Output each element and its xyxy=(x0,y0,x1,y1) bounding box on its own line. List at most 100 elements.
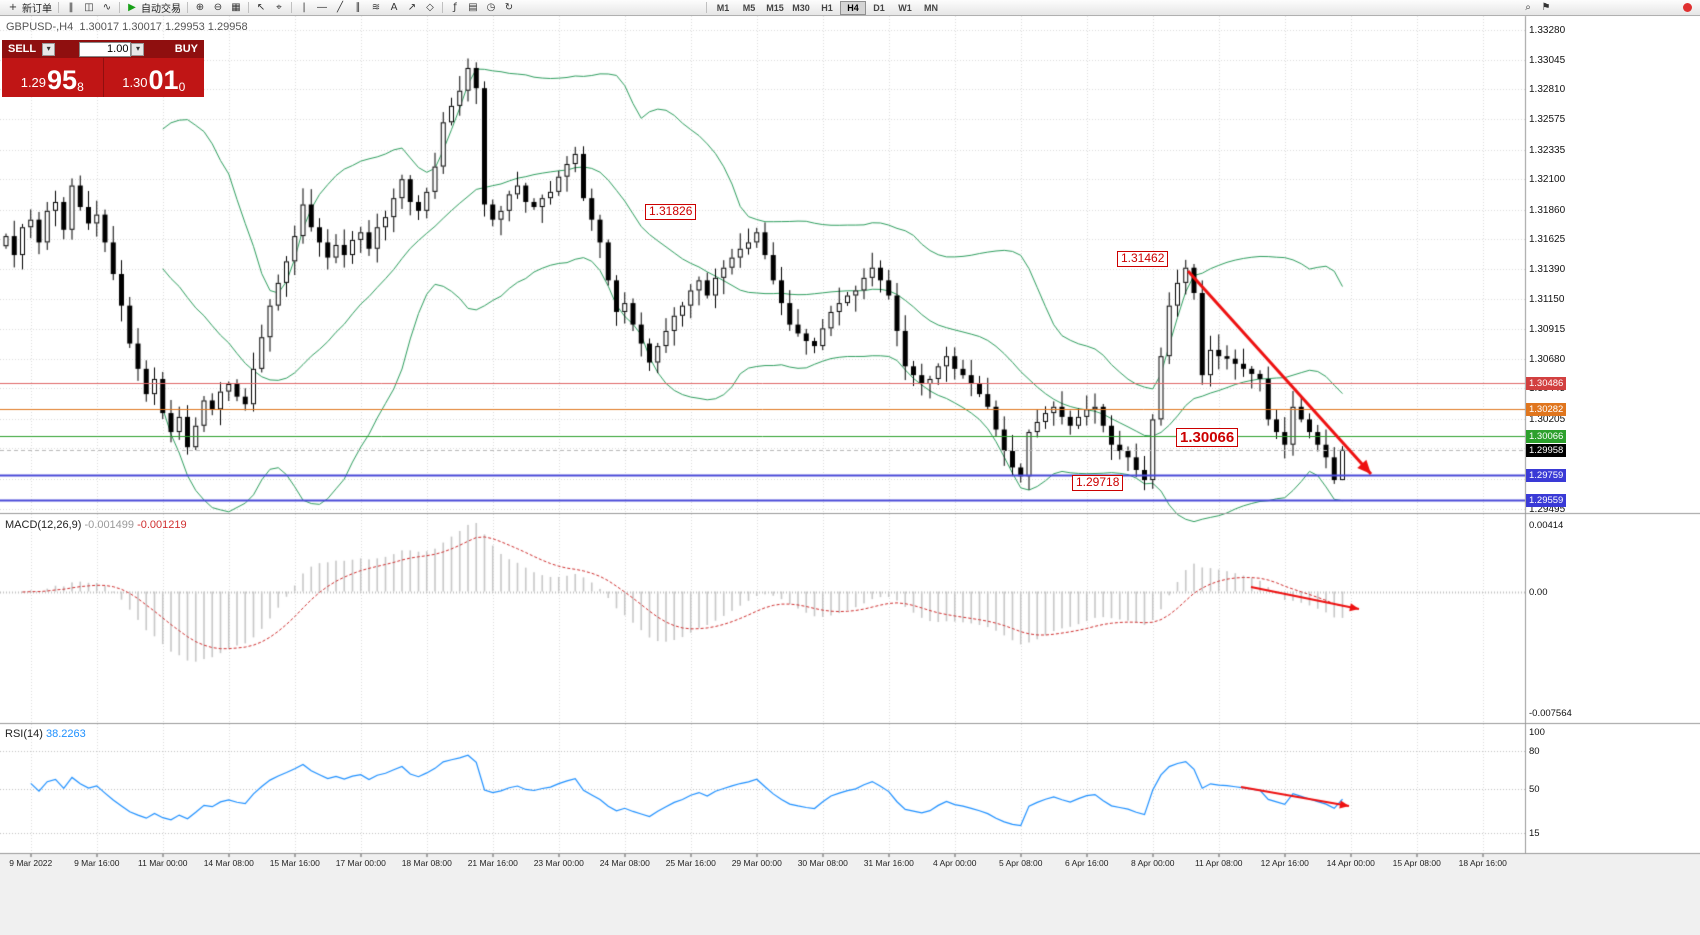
connection-status-icon xyxy=(1683,3,1692,12)
arrow-object-icon[interactable]: ↗ xyxy=(407,2,417,13)
price-callout-label[interactable]: 1.31826 xyxy=(645,204,697,220)
price-axis-tag: 1.30066 xyxy=(1526,429,1567,443)
timeframe-button-mn[interactable]: MN xyxy=(924,2,938,13)
timeframe-button-m1[interactable]: M1 xyxy=(716,2,730,13)
text-icon[interactable]: A xyxy=(390,2,398,13)
trade-panel-header: SELL ▾ ▾ BUY xyxy=(2,40,204,58)
rsi-axis-label: 80 xyxy=(1529,746,1540,758)
volume-input[interactable] xyxy=(79,41,132,57)
price-axis-label: 1.31860 xyxy=(1529,204,1566,216)
volume-spinner-icon[interactable]: ▾ xyxy=(131,42,145,56)
crosshair-icon[interactable]: ⌖ xyxy=(276,2,282,13)
new-order-button[interactable]: + xyxy=(8,2,18,13)
buy-button[interactable]: BUY xyxy=(169,43,204,55)
time-axis-label: 18 Apr 16:00 xyxy=(1458,858,1507,868)
trade-panel-divider xyxy=(102,58,104,97)
time-axis-label: 4 Apr 00:00 xyxy=(933,858,977,868)
time-axis-label: 8 Apr 00:00 xyxy=(1131,858,1175,868)
sell-button[interactable]: SELL xyxy=(2,43,42,55)
rsi-axis-label: 15 xyxy=(1529,828,1540,840)
time-axis-label: 15 Apr 08:00 xyxy=(1392,858,1441,868)
equidistant-channel-icon[interactable]: ∥ xyxy=(355,2,361,13)
timeframe-button-m15[interactable]: M15 xyxy=(766,2,784,13)
indicators-icon[interactable]: ƒ xyxy=(453,2,457,13)
alerts-icon[interactable]: ⚑ xyxy=(1541,2,1551,13)
auto-trading-button[interactable]: ▶ xyxy=(128,2,136,13)
time-axis-label: 14 Apr 00:00 xyxy=(1326,858,1375,868)
trendline-icon[interactable]: ╱ xyxy=(336,2,344,13)
time-axis-label: 5 Apr 08:00 xyxy=(999,858,1043,868)
price-axis-label: 1.32575 xyxy=(1529,114,1566,126)
sell-options-caret-icon[interactable]: ▾ xyxy=(42,42,56,56)
rsi-indicator-label: RSI(14) 38.2263 xyxy=(5,728,86,740)
time-axis-label: 6 Apr 16:00 xyxy=(1065,858,1109,868)
toolbar-separator xyxy=(248,2,249,13)
auto-trading-button-label[interactable]: 自动交易 xyxy=(141,4,181,15)
refresh-icon[interactable]: ↻ xyxy=(504,2,514,13)
chart-candles-icon[interactable]: ◫ xyxy=(84,2,94,13)
price-axis-label: 1.30680 xyxy=(1529,353,1566,365)
price-axis-label: 1.32335 xyxy=(1529,144,1566,156)
price-axis-label: 1.29495 xyxy=(1529,503,1566,515)
time-axis-label: 11 Apr 08:00 xyxy=(1194,858,1243,868)
cursor-icon[interactable]: ↖ xyxy=(256,2,266,13)
buy-price-small: 1.30 xyxy=(122,75,148,90)
symbol-ohlc-info: GBPUSD-,H4 1.30017 1.30017 1.29953 1.299… xyxy=(6,21,248,33)
vertical-line-icon[interactable]: | xyxy=(302,2,306,13)
timeframe-button-m30[interactable]: M30 xyxy=(792,2,810,13)
price-callout-label[interactable]: 1.31462 xyxy=(1117,251,1169,267)
price-axis-label: 1.33045 xyxy=(1529,54,1566,66)
fibonacci-icon[interactable]: ≋ xyxy=(371,2,381,13)
timeframe-button-h1[interactable]: H1 xyxy=(821,2,833,13)
time-axis-label: 9 Mar 16:00 xyxy=(74,858,120,868)
price-callout-label[interactable]: 1.30066 xyxy=(1176,428,1239,448)
chart-line-icon[interactable]: ∿ xyxy=(102,2,112,13)
sell-price-button[interactable]: 1.29 95 8 xyxy=(2,58,103,97)
price-axis-tag: 1.29559 xyxy=(1526,493,1567,507)
macd-indicator-label: MACD(12,26,9) -0.001499 -0.001219 xyxy=(5,519,187,531)
toolbar-separator xyxy=(706,2,707,13)
toolbar: + 新订单 ‖ ◫ ∿ ▶ 自动交易 ⊕ ⊖ ▦ ↖ ⌖ | ― ╱ ∥ ≋ A ↗ ◇ ƒ ▤ ◷ ↻ M1 M5 M15 M30 H… xyxy=(0,0,1700,16)
new-order-button-label[interactable]: 新订单 xyxy=(22,4,52,15)
toolbar-left: + 新订单 ‖ ◫ ∿ ▶ 自动交易 ⊕ ⊖ ▦ ↖ ⌖ | ― ╱ ∥ ≋ A ↗ ◇ ƒ ▤ ◷ ↻ M1 M5 M15 M30 H… xyxy=(4,0,944,15)
timeframe-button-h4[interactable]: H4 xyxy=(840,0,866,15)
zoom-in-icon[interactable]: ⊕ xyxy=(195,2,205,13)
shapes-icon[interactable]: ◇ xyxy=(426,2,434,13)
buy-price-sup: 0 xyxy=(178,80,186,94)
toolbar-separator xyxy=(187,2,188,13)
price-axis-tag: 1.30486 xyxy=(1526,376,1567,390)
time-axis-label: 21 Mar 16:00 xyxy=(467,858,518,868)
toolbar-separator xyxy=(119,2,120,13)
price-axis-label: 1.32100 xyxy=(1529,174,1566,186)
price-axis-label: 1.31390 xyxy=(1529,263,1566,275)
time-axis-label: 17 Mar 00:00 xyxy=(335,858,386,868)
macd-axis-label: 0.00 xyxy=(1529,586,1548,598)
buy-price-button[interactable]: 1.30 01 0 xyxy=(104,58,205,97)
time-axis-label: 30 Mar 08:00 xyxy=(797,858,848,868)
templates-icon[interactable]: ▤ xyxy=(468,2,478,13)
chart-bars-icon[interactable]: ‖ xyxy=(68,2,74,13)
buy-price-big: 01 xyxy=(148,65,179,95)
period-icon[interactable]: ◷ xyxy=(486,2,496,13)
toolbar-separator xyxy=(442,2,443,13)
price-callout-label[interactable]: 1.29718 xyxy=(1072,475,1124,491)
timeframe-button-w1[interactable]: W1 xyxy=(898,2,912,13)
price-axis-tag: 1.30282 xyxy=(1526,402,1567,416)
time-axis-label: 23 Mar 00:00 xyxy=(533,858,584,868)
tile-windows-icon[interactable]: ▦ xyxy=(231,2,241,13)
time-axis-label: 29 Mar 00:00 xyxy=(731,858,782,868)
macd-axis-label: 0.00414 xyxy=(1529,520,1564,531)
timeframe-button-d1[interactable]: D1 xyxy=(873,2,885,13)
price-axis-label: 1.31150 xyxy=(1529,294,1565,306)
time-axis-label: 15 Mar 16:00 xyxy=(269,858,320,868)
toolbar-separator xyxy=(58,2,59,13)
toolbar-separator xyxy=(291,2,292,13)
zoom-out-icon[interactable]: ⊖ xyxy=(213,2,223,13)
timeframe-button-m5[interactable]: M5 xyxy=(742,2,756,13)
horizontal-line-icon[interactable]: ― xyxy=(317,2,327,13)
search-icon[interactable]: ⌕ xyxy=(1525,2,1531,13)
